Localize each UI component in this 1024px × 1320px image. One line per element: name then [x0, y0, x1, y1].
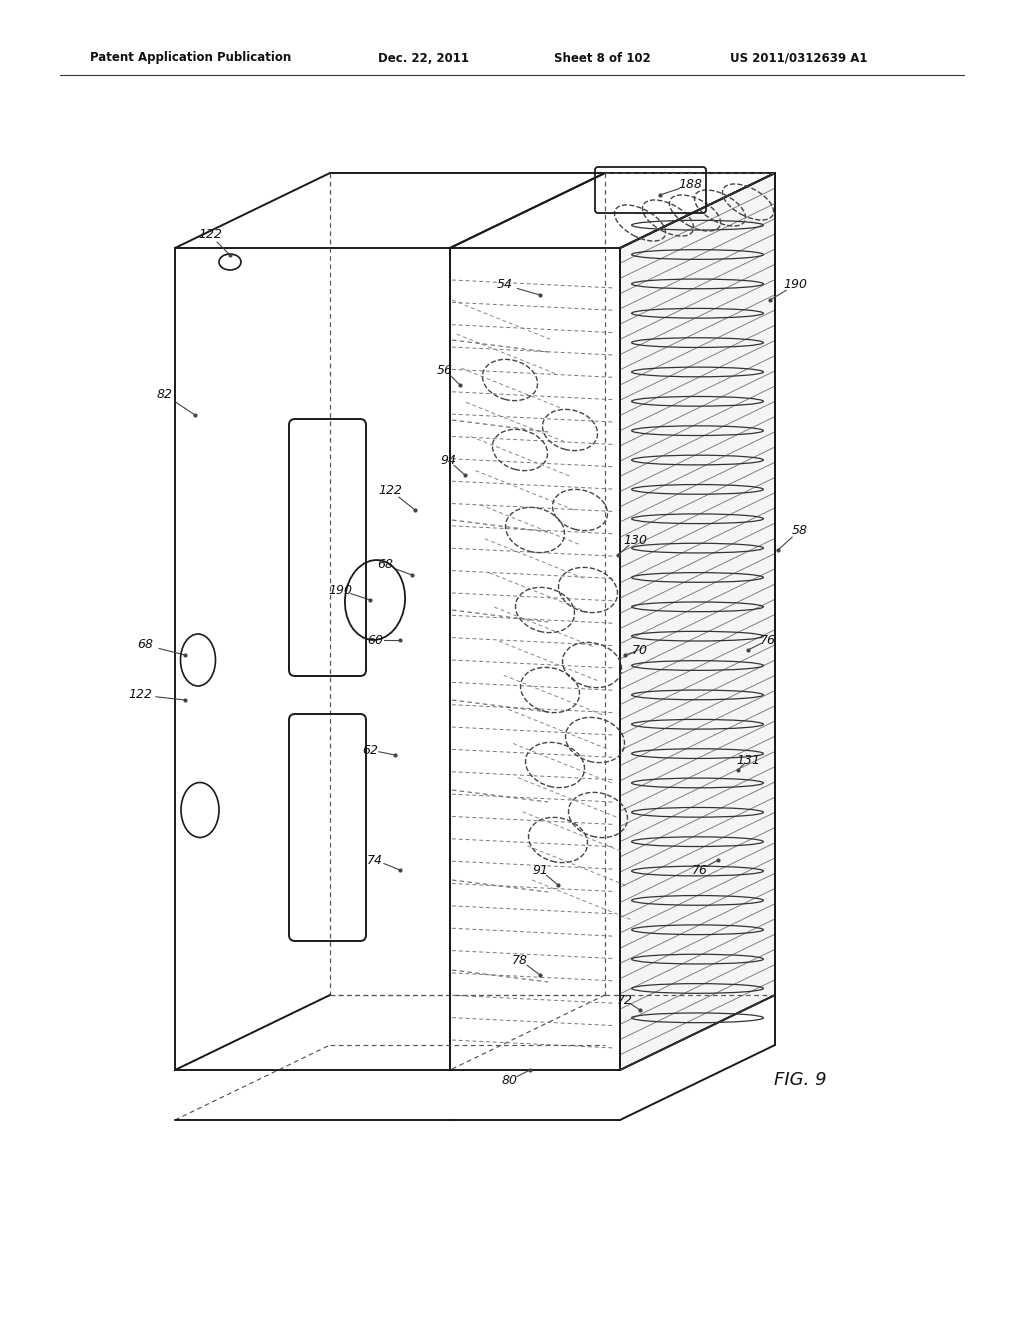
- Text: 78: 78: [512, 953, 528, 966]
- Text: 70: 70: [632, 644, 648, 656]
- Text: 58: 58: [792, 524, 808, 536]
- Polygon shape: [620, 173, 775, 1071]
- Text: 72: 72: [617, 994, 633, 1006]
- Text: 188: 188: [678, 178, 702, 191]
- Text: 60: 60: [367, 634, 383, 647]
- Text: FIG. 9: FIG. 9: [774, 1071, 826, 1089]
- Text: 122: 122: [378, 483, 402, 496]
- Text: US 2011/0312639 A1: US 2011/0312639 A1: [730, 51, 867, 65]
- Text: 190: 190: [783, 279, 807, 292]
- Text: Sheet 8 of 102: Sheet 8 of 102: [554, 51, 650, 65]
- Text: 68: 68: [137, 639, 153, 652]
- Text: 76: 76: [760, 634, 776, 647]
- Text: 62: 62: [362, 743, 378, 756]
- Text: 91: 91: [532, 863, 548, 876]
- Text: Patent Application Publication: Patent Application Publication: [90, 51, 291, 65]
- Text: 130: 130: [623, 533, 647, 546]
- Text: 54: 54: [497, 279, 513, 292]
- Text: 190: 190: [328, 583, 352, 597]
- Text: 68: 68: [377, 558, 393, 572]
- Text: 122: 122: [128, 689, 152, 701]
- Text: 82: 82: [157, 388, 173, 401]
- Text: 76: 76: [692, 863, 708, 876]
- Text: 131: 131: [736, 754, 760, 767]
- Text: 56: 56: [437, 363, 453, 376]
- Text: 80: 80: [502, 1073, 518, 1086]
- Text: 74: 74: [367, 854, 383, 866]
- Text: 94: 94: [440, 454, 456, 466]
- Text: Dec. 22, 2011: Dec. 22, 2011: [378, 51, 469, 65]
- Text: 122: 122: [198, 228, 222, 242]
